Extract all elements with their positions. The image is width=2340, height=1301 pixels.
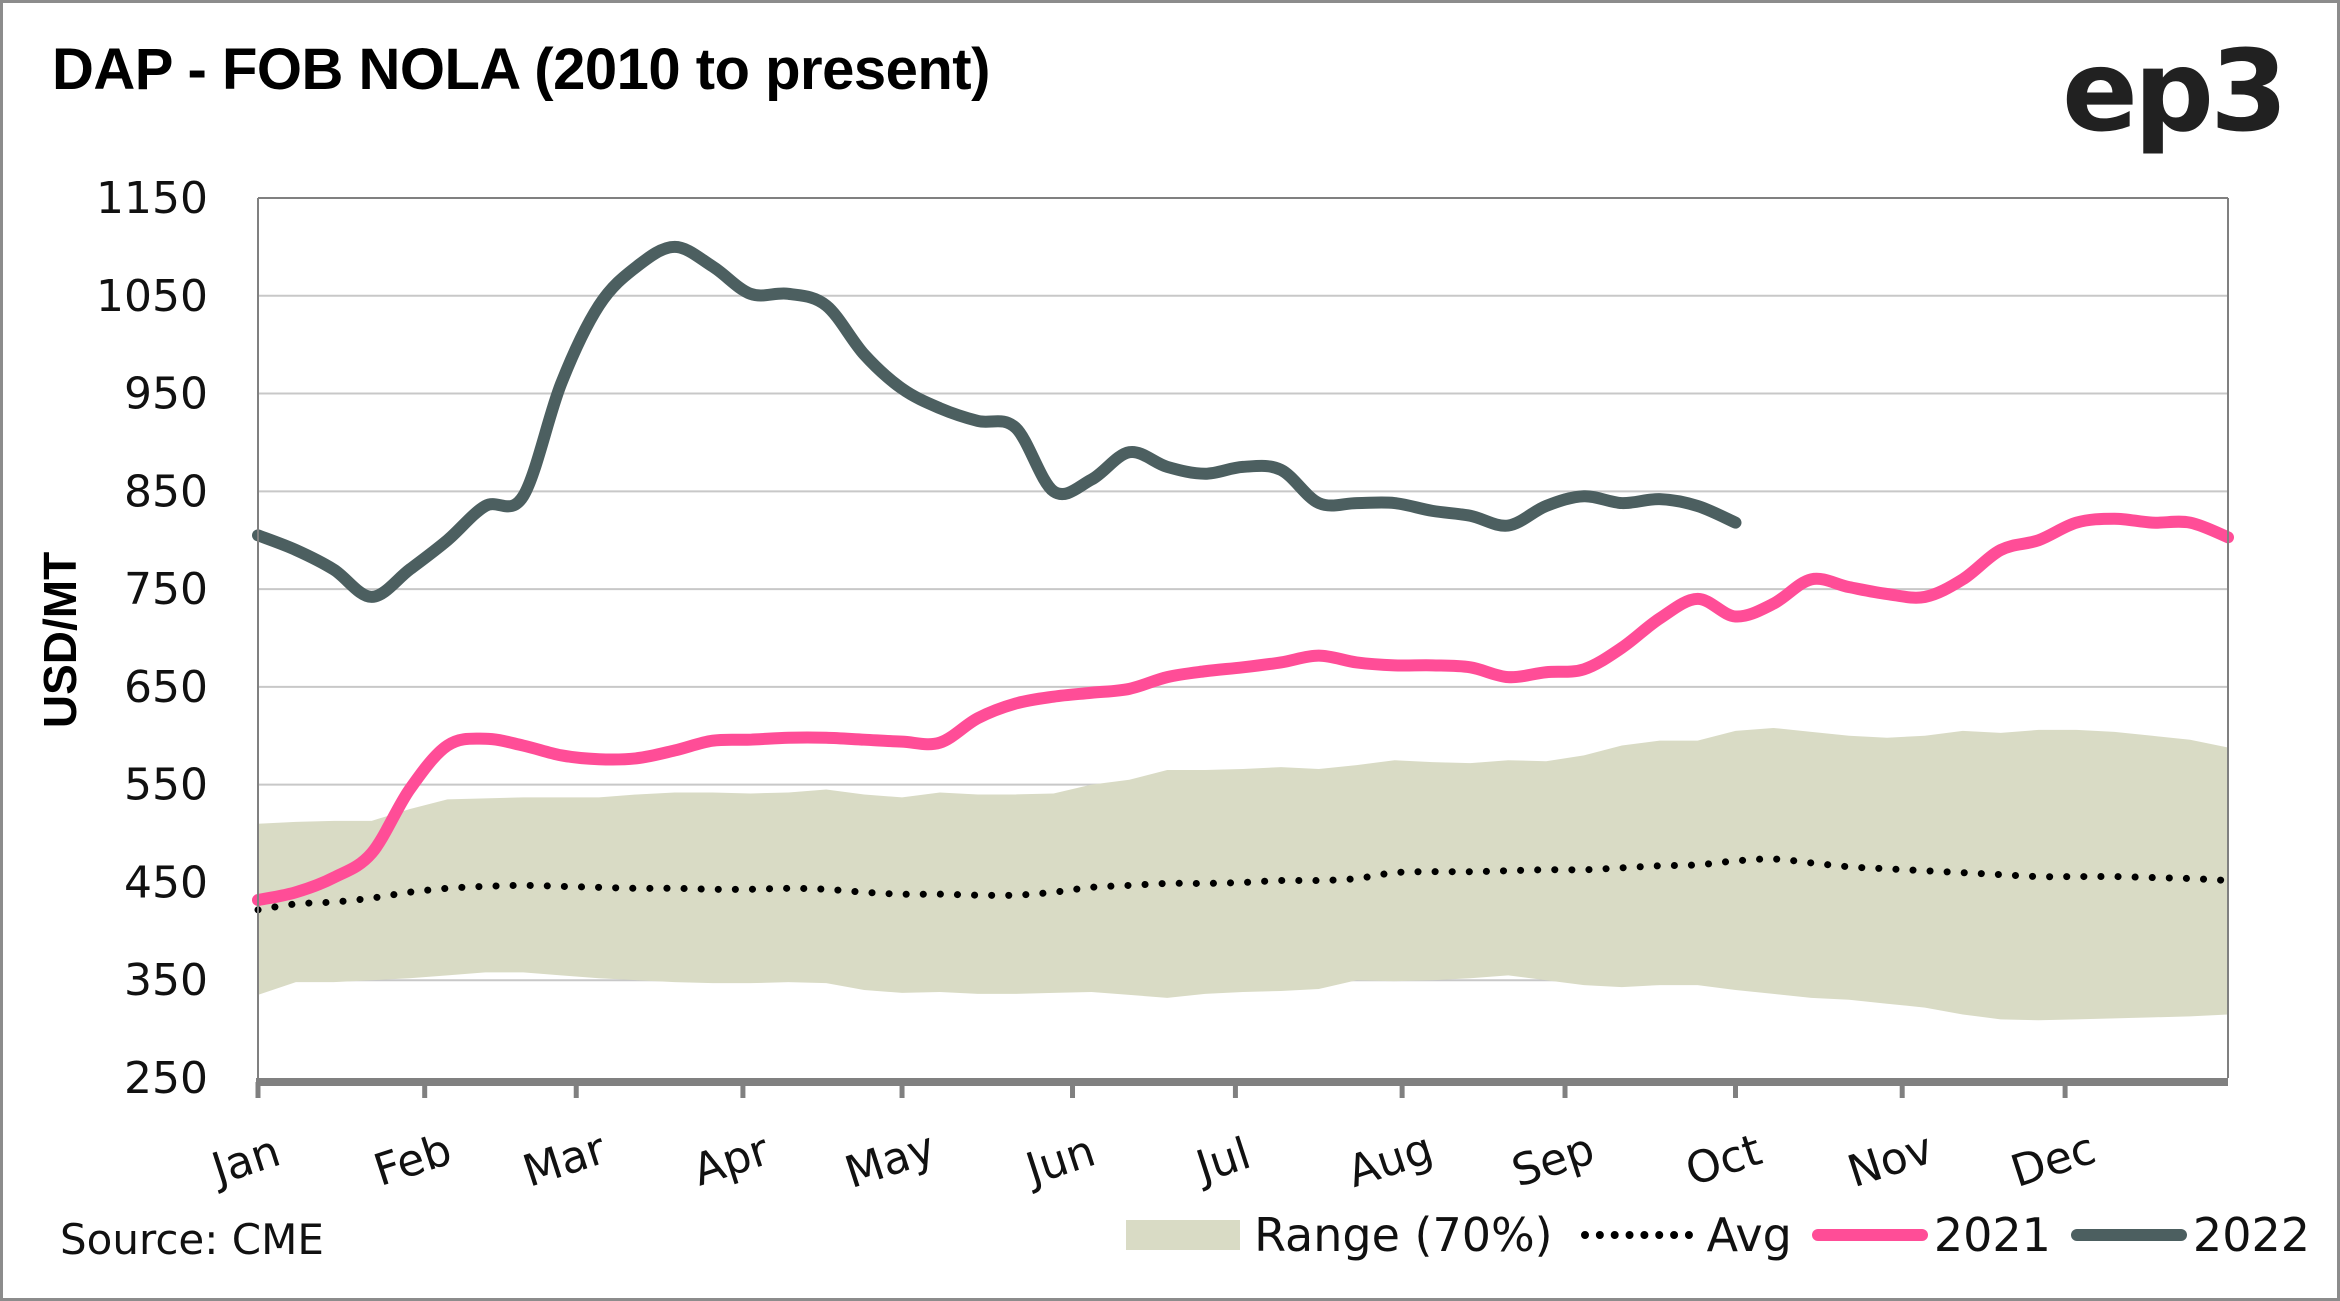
line-2021-swatch — [1811, 1229, 1928, 1241]
x-tick-label: May — [839, 1122, 941, 1199]
legend-label-range: Range (70%) — [1254, 1208, 1553, 1262]
range-swatch — [1126, 1220, 1241, 1250]
y-tick-label: 850 — [124, 466, 208, 517]
x-tick-label: Jun — [1017, 1126, 1101, 1197]
line-2022 — [252, 240, 1742, 603]
line-2021 — [252, 512, 2234, 907]
avg-line — [254, 855, 2232, 914]
legend-item-avg: Avg — [1580, 1208, 1792, 1262]
x-tick-label: Oct — [1680, 1124, 1768, 1196]
y-tick-label: 1150 — [96, 173, 208, 224]
legend-item-2022: 2022 — [2070, 1208, 2310, 1262]
legend-item-2021: 2021 — [1811, 1208, 2051, 1262]
range-band-area — [258, 727, 2228, 1021]
ep3-logo: ep3 — [2061, 27, 2288, 157]
x-tick-label: Aug — [1342, 1123, 1439, 1198]
x-tick-label: Jan — [203, 1126, 286, 1196]
year-lines — [252, 240, 2234, 907]
y-axis-label: USD/MT — [34, 552, 86, 728]
range-band — [258, 727, 2228, 1021]
axes — [255, 197, 2229, 1098]
y-tick-label: 350 — [124, 955, 208, 1006]
avg-series — [254, 855, 2232, 914]
line-2022-swatch — [2070, 1229, 2187, 1241]
y-tick-label: 550 — [124, 760, 208, 811]
source-note: Source: CME — [60, 1215, 324, 1264]
legend-label-avg: Avg — [1706, 1208, 1792, 1262]
y-tick-label: 1050 — [96, 271, 208, 322]
chart-title: DAP - FOB NOLA (2010 to present) — [52, 37, 990, 102]
avg-swatch — [1580, 1231, 1693, 1239]
y-tick-label: 750 — [124, 564, 208, 615]
x-tick-label: Sep — [1506, 1123, 1601, 1197]
legend-label-2022: 2022 — [2192, 1208, 2310, 1262]
legend-label-2021: 2021 — [1933, 1208, 2051, 1262]
y-tick-label: 250 — [124, 1053, 208, 1104]
y-tick-label: 950 — [124, 369, 208, 420]
x-tick-label: Feb — [368, 1124, 458, 1197]
x-tick-label: Mar — [517, 1123, 613, 1197]
x-tick-label: Dec — [2005, 1123, 2102, 1198]
y-tick-labels: 1150 1050 950 850 750 650 550 450 350 250 — [96, 173, 208, 1104]
x-tick-labels: Jan Feb Mar Apr May Jun Jul Aug Sep Oct Nov Dec — [203, 1122, 2101, 1199]
x-tick-label: Nov — [1842, 1123, 1939, 1198]
y-tick-label: 650 — [124, 662, 208, 713]
y-tick-label: 450 — [124, 857, 208, 908]
legend: Range (70%) Avg 2021 2022 — [1112, 1208, 2310, 1262]
x-tick-label: Apr — [687, 1124, 776, 1196]
legend-item-range: Range (70%) — [1126, 1208, 1553, 1262]
x-tick-label: Jul — [1188, 1128, 1257, 1194]
